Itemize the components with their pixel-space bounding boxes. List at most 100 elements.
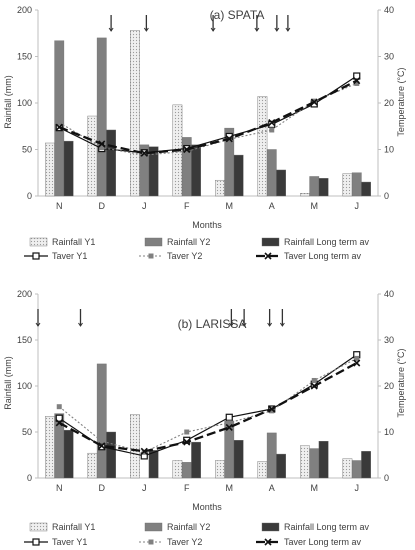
bar [276, 169, 286, 197]
x-tick-label: A [269, 201, 275, 211]
series-line [58, 354, 358, 457]
y-tick-label: 200 [17, 5, 32, 15]
y2-tick-label: 0 [384, 473, 389, 483]
x-tick-label: N [56, 201, 63, 211]
bar [233, 154, 244, 197]
series-point [353, 72, 361, 80]
series-point [183, 438, 191, 446]
panel-larissa: (b) LARISSA Rainfall (mm) Temperature (°… [3, 289, 406, 547]
y2-tick-label: 20 [384, 381, 394, 391]
legend: Rainfall Y1 Rainfall Y2 Rainfall Long term… [24, 237, 370, 261]
y-tick-label: 0 [27, 473, 32, 483]
y2-axis-label: Temperature (°C) [396, 348, 406, 417]
legend-label: Taver Long term av [284, 251, 362, 261]
series-point [225, 413, 233, 421]
bar [233, 440, 244, 479]
legend-marker [264, 538, 272, 546]
bar [106, 129, 116, 197]
y-axis-label: Rainfall (mm) [3, 75, 13, 129]
bar [87, 115, 98, 197]
series-point [269, 127, 275, 133]
series-point [310, 98, 318, 106]
series-point [98, 442, 106, 450]
series-point [55, 414, 63, 422]
bar [318, 441, 329, 479]
event-marker-arrowhead [35, 322, 41, 327]
bar [351, 172, 362, 197]
y-axis-label: Rainfall (mm) [3, 356, 13, 410]
bar [215, 460, 225, 479]
panel-title: (b) LARISSA [178, 317, 247, 331]
bar [96, 363, 107, 479]
event-marker-arrowhead [274, 27, 280, 32]
bar [276, 453, 286, 479]
y-tick-label: 200 [17, 289, 32, 299]
bar [130, 30, 140, 197]
bar [172, 460, 183, 479]
series-point [311, 377, 317, 383]
x-tick-label: A [269, 483, 275, 493]
legend-marker [148, 253, 154, 259]
legend-label: Rainfall Long term av [284, 237, 370, 247]
legend-label: Taver Y2 [167, 537, 202, 547]
x-tick-label: M [226, 201, 234, 211]
bar [148, 450, 159, 479]
legend-swatch [29, 522, 48, 532]
bar [63, 140, 74, 197]
bar [342, 458, 353, 479]
event-marker-arrowhead [210, 27, 216, 32]
bar [300, 445, 310, 479]
legend-label: Taver Y2 [167, 251, 202, 261]
bar [181, 462, 192, 479]
y-tick-label: 150 [17, 52, 32, 62]
series-point [56, 120, 62, 126]
bar [266, 149, 277, 197]
y2-tick-label: 10 [384, 427, 394, 437]
bar [318, 178, 329, 197]
legend-label: Rainfall Y2 [167, 522, 210, 532]
y2-tick-label: 30 [384, 335, 394, 345]
x-tick-label: F [184, 483, 190, 493]
x-tick-label: J [355, 483, 360, 493]
event-marker-arrowhead [267, 322, 273, 327]
x-tick-label: J [142, 201, 147, 211]
legend-label: Rainfall Y1 [52, 237, 95, 247]
event-marker-arrowhead [279, 322, 285, 327]
panel-title: (a) SPATA [210, 8, 265, 22]
event-marker-arrowhead [78, 322, 83, 327]
legend-label: Taver Long term av [284, 537, 362, 547]
legend-label: Rainfall Y2 [167, 237, 210, 247]
y2-axis-label: Temperature (°C) [396, 67, 406, 136]
event-marker-arrowhead [254, 27, 260, 32]
bar [309, 176, 320, 197]
legend-marker [32, 538, 40, 546]
series-point [354, 355, 360, 361]
series-point [98, 140, 106, 148]
bar [63, 429, 74, 479]
bar [257, 96, 268, 197]
bar [351, 460, 362, 479]
y-tick-label: 50 [22, 427, 32, 437]
bar [54, 40, 65, 197]
series-point [99, 438, 105, 444]
y2-tick-label: 30 [384, 52, 394, 62]
bar [215, 179, 225, 197]
series-point [55, 123, 63, 131]
x-tick-label: J [142, 483, 147, 493]
bar [45, 142, 55, 197]
series-point [184, 148, 190, 154]
legend-label: Rainfall Long term av [284, 522, 370, 532]
x-tick-label: M [226, 483, 234, 493]
legend-label: Taver Y1 [52, 251, 87, 261]
series-point [183, 145, 191, 154]
legend-swatch [261, 522, 280, 532]
event-marker-arrowhead [143, 27, 149, 32]
y2-tick-label: 40 [384, 5, 394, 15]
series-point [225, 135, 233, 143]
legend-marker [32, 252, 40, 260]
event-marker-arrowhead [285, 27, 291, 32]
series-point [99, 145, 105, 151]
bar [96, 37, 107, 197]
series-point [354, 80, 360, 86]
